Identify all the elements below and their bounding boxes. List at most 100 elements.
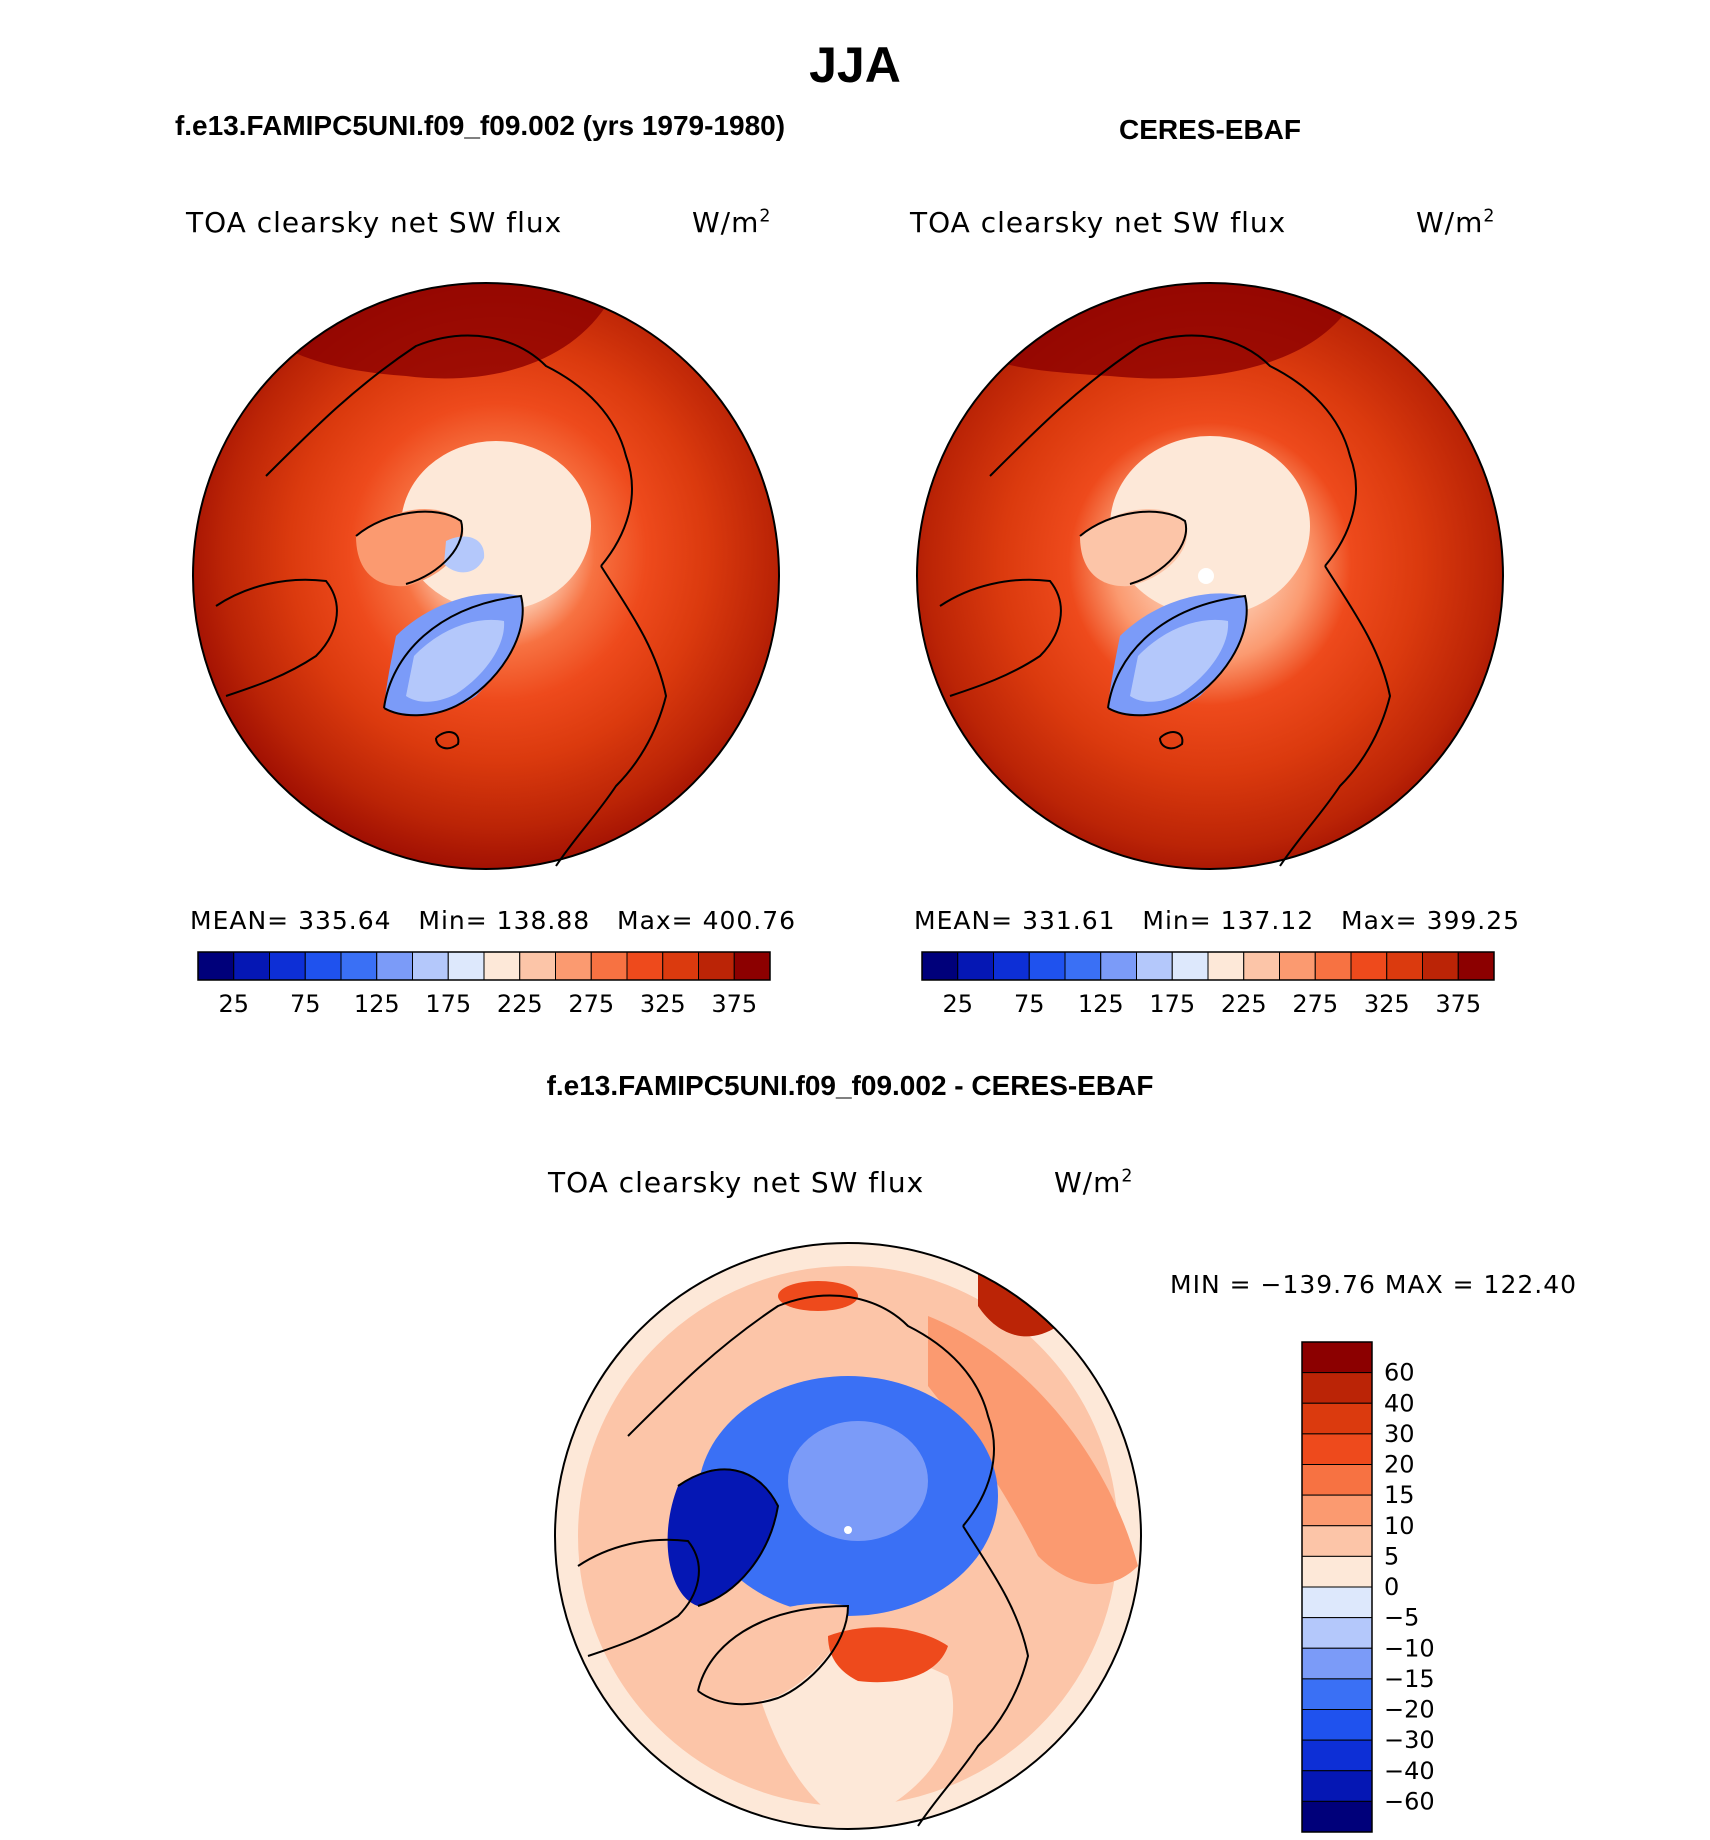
- diff-max-label: MAX =: [1384, 1270, 1475, 1299]
- right-units-base: W/m: [1416, 206, 1484, 239]
- right-pole-dot: [1198, 568, 1214, 584]
- right-colorbar-swatch: [1422, 951, 1459, 981]
- left-min-value: 138.88: [496, 906, 591, 935]
- left-colorbar-swatch: [698, 951, 735, 981]
- season-title: JJA: [809, 37, 901, 93]
- left-stats: MEAN= 335.64 Min= 138.88 Max= 400.76: [190, 906, 796, 935]
- diff-east-sector: [928, 1316, 1138, 1585]
- diff-colorbar-tick-label: 30: [1384, 1420, 1415, 1448]
- diff-colorbar-tick-label: −5: [1384, 1604, 1419, 1632]
- bottom-units-base: W/m: [1054, 1166, 1122, 1199]
- diff-colorbar-swatch: [1301, 1372, 1373, 1404]
- diff-colorbar-swatch: [1301, 1617, 1373, 1649]
- diff-colorbar-swatch: [1301, 1555, 1373, 1588]
- diff-colorbar-tick-label: 40: [1384, 1389, 1415, 1417]
- right-colorbar-swatch: [1314, 951, 1352, 981]
- left-coastlines: [215, 334, 668, 867]
- right-mean-value: 331.61: [1022, 906, 1116, 935]
- right-coastlines: [939, 334, 1392, 867]
- right-colorbar-swatch: [1279, 951, 1316, 981]
- bottom-units-exp: 2: [1121, 1166, 1134, 1187]
- diff-min-label: MIN =: [1170, 1270, 1252, 1299]
- right-colorbar-swatch: [1207, 951, 1245, 981]
- diff-colorbar-tick-label: −40: [1384, 1757, 1435, 1785]
- right-colorbar-tick-label: 175: [1149, 990, 1195, 1018]
- right-colorbar-tick-label: 375: [1435, 990, 1481, 1018]
- left-max-value: 400.76: [702, 906, 797, 935]
- left-colorbar-swatch: [590, 951, 628, 981]
- left-greenland-inner: [406, 619, 505, 702]
- diff-colorbar-tick-label: −30: [1384, 1726, 1435, 1754]
- diff-colorbar-tick-label: −20: [1384, 1696, 1435, 1724]
- right-colorbar-swatch: [1350, 951, 1388, 981]
- right-colorbar-swatch: [1457, 951, 1495, 981]
- right-panel-title: CERES-EBAF: [1118, 114, 1301, 145]
- diff-colorbar-tick-label: 15: [1384, 1481, 1415, 1509]
- left-panel-title: f.e13.FAMIPC5UNI.f09_f09.002 (yrs 1979-1…: [174, 110, 786, 141]
- left-mean-value: 335.64: [298, 906, 392, 935]
- right-colorbar-swatch: [1136, 951, 1173, 981]
- difference-polar-map: [554, 1242, 1142, 1830]
- left-colorbar-swatch: [412, 951, 449, 981]
- left-units-base: W/m: [692, 206, 760, 239]
- left-colorbar-tick-label: 25: [218, 990, 249, 1018]
- diff-colorbar-swatch: [1301, 1709, 1373, 1741]
- diff-arctic-inner: [788, 1421, 928, 1541]
- diff-greenland-mixed: [698, 1603, 848, 1703]
- bottom-panel-title: f.e13.FAMIPC5UNI.f09_f09.002 - CERES-EBA…: [546, 1070, 1154, 1101]
- left-variable-label: TOA clearsky net SW flux: [186, 206, 563, 239]
- diff-colorbar-swatch: [1301, 1800, 1373, 1833]
- diff-pole-dot: [844, 1526, 852, 1534]
- left-polar-map: [192, 282, 780, 870]
- left-colorbar-swatch: [447, 951, 485, 981]
- diff-coastlines: [577, 1294, 1030, 1827]
- right-colorbar-tick-label: 125: [1078, 990, 1124, 1018]
- left-min-label: Min=: [418, 906, 488, 935]
- right-colorbar-swatch: [1171, 951, 1209, 981]
- right-max-label: Max=: [1341, 906, 1418, 935]
- right-colorbar-swatch: [993, 951, 1030, 981]
- left-pole-high-region: [401, 441, 591, 611]
- right-colorbar-swatch: [1064, 951, 1102, 981]
- right-variable-label: TOA clearsky net SW flux: [910, 206, 1287, 239]
- left-colorbar-swatch: [233, 951, 270, 981]
- right-colorbar-swatch: [957, 951, 994, 981]
- right-colorbar-tick-label: 325: [1364, 990, 1410, 1018]
- left-colorbar-tick-label: 125: [354, 990, 400, 1018]
- diff-colorbar-swatch: [1301, 1678, 1373, 1710]
- diff-south-sector: [748, 1645, 954, 1826]
- right-colorbar-frame: [921, 951, 1495, 981]
- right-colorbar-tick-label: 275: [1292, 990, 1338, 1018]
- diff-colorbar-swatch: [1301, 1494, 1373, 1527]
- diff-colorbar-frame: [1301, 1341, 1373, 1833]
- right-colorbar-swatch: [1028, 951, 1066, 981]
- bottom-variable-label: TOA clearsky net SW flux: [548, 1166, 925, 1199]
- diff-colorbar-swatch: [1301, 1464, 1373, 1496]
- right-colorbar-swatch: [1386, 951, 1423, 981]
- right-stats: MEAN= 331.61 Min= 137.12 Max= 399.25: [914, 906, 1520, 935]
- left-archipelago-field: [356, 509, 464, 587]
- diff-colorbar-tick-label: 10: [1384, 1512, 1415, 1540]
- diff-max-value: 122.40: [1483, 1270, 1578, 1299]
- left-colorbar-swatch: [555, 951, 592, 981]
- right-min-label: Min=: [1142, 906, 1212, 935]
- left-colorbar-tick-label: 175: [425, 990, 471, 1018]
- diff-colorbar-swatch: [1301, 1402, 1373, 1435]
- left-units-exp: 2: [759, 206, 772, 227]
- diff-colorbar-swatch: [1301, 1770, 1373, 1802]
- left-colorbar-frame: [197, 951, 771, 981]
- left-colorbar-tick-label: 225: [497, 990, 543, 1018]
- left-colorbar-swatch: [626, 951, 664, 981]
- diff-min-value: −139.76: [1260, 1270, 1376, 1299]
- left-colorbar-tick-label: 275: [568, 990, 614, 1018]
- right-archipelago-field: [1080, 509, 1188, 587]
- left-colorbar-swatch: [662, 951, 699, 981]
- left-colorbar-tick-label: 325: [640, 990, 686, 1018]
- diff-colorbar-tick-label: 5: [1384, 1542, 1399, 1570]
- diff-colorbar-swatch: [1301, 1525, 1373, 1557]
- right-colorbar: 25 75 125 175 225 275 325 375: [921, 951, 1495, 1018]
- diff-colorbar-swatch: [1301, 1433, 1373, 1465]
- right-greenland-inner: [1130, 619, 1229, 702]
- left-colorbar-swatch: [733, 951, 771, 981]
